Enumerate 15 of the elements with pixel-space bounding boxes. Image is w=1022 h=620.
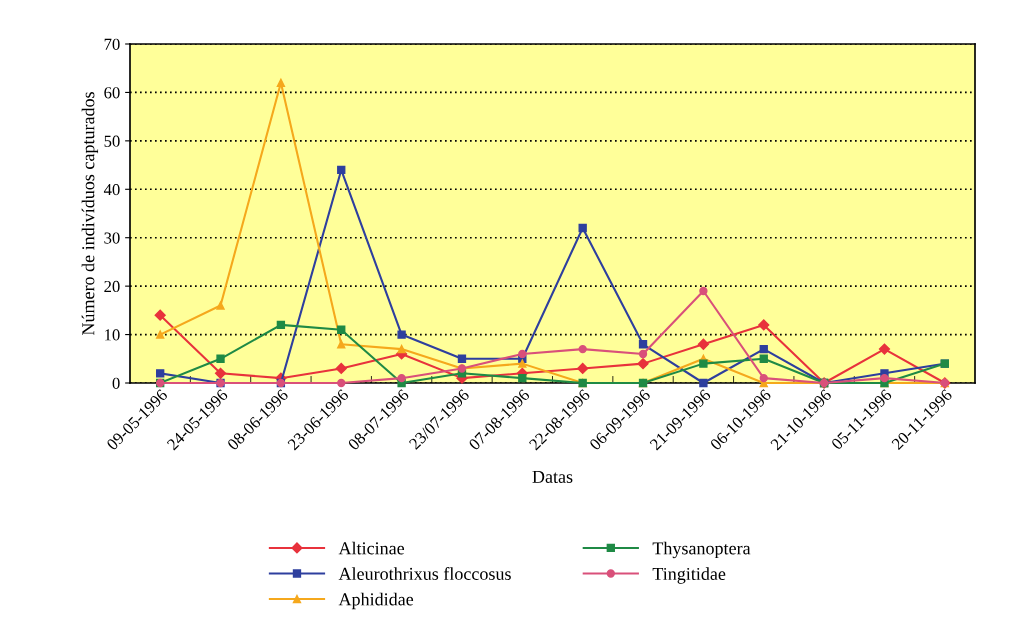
legend-label: Aphididae [338,592,414,610]
y-tick-label: 50 [104,135,120,147]
y-tick-label: 70 [104,38,120,50]
y-tick-label: 20 [104,280,120,293]
y-axis-title: Número de indivíduos capturados [81,92,99,336]
y-tick-label: 0 [112,377,120,389]
legend-label: Tingitidae [652,567,726,584]
x-axis-title: Datas [532,470,573,483]
legend-label: Aleurothrixus floccosus [338,567,511,580]
y-tick-label: 40 [103,183,120,196]
y-tick-label: 60 [104,87,120,99]
y-tick-label: 10 [105,329,120,341]
y-tick-label: 30 [104,232,120,244]
legend-label: Thysanoptera [652,541,751,559]
legend-label: Alticinae [338,541,405,555]
